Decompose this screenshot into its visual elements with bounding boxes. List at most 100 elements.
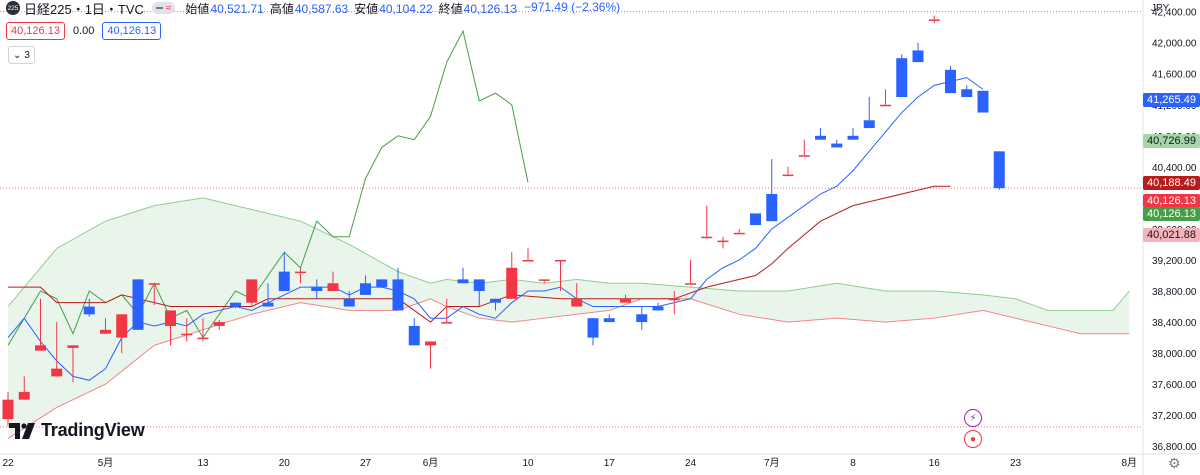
indicator-value-blue: 40,126.13 <box>102 22 162 40</box>
tradingview-logo[interactable]: TradingView <box>9 420 145 441</box>
cloud-segment <box>1015 298 1048 326</box>
indicator-value-zero: 0.00 <box>72 25 95 37</box>
candle-body <box>473 279 485 292</box>
close-value: 40,126.13 <box>463 1 518 16</box>
minimize-icon <box>155 7 163 9</box>
ohlc-values: 始値40,521.71 高値40,587.63 安値40,104.22 終値40… <box>185 0 620 17</box>
candle-body <box>327 283 339 292</box>
candle-body <box>441 322 453 324</box>
change-value: −971.49 (−2.36%) <box>524 0 621 14</box>
chevron-down-icon: ⌄ <box>13 49 22 61</box>
time-tick-label: 16 <box>929 458 941 469</box>
tradingview-logo-icon <box>9 422 35 439</box>
cloud-segment <box>788 283 837 323</box>
candle-body <box>213 322 225 326</box>
time-tick-label: 10 <box>522 458 534 469</box>
candle-body <box>51 368 63 377</box>
candle-body <box>928 19 940 21</box>
candle-body <box>685 283 696 285</box>
settings-gear-icon[interactable]: ⚙ <box>1168 455 1181 471</box>
cloud-segment <box>105 205 155 385</box>
time-tick-label: 17 <box>604 458 616 469</box>
price-tick-label: 37,600.00 <box>1152 380 1197 391</box>
candle-body <box>603 318 615 323</box>
high-value: 40,587.63 <box>294 1 349 16</box>
cloud-segment <box>934 291 983 319</box>
candle-body <box>457 279 469 284</box>
candle-body <box>652 306 664 311</box>
candle-body <box>538 279 550 281</box>
price-tag: 40,126.13 <box>1143 207 1200 222</box>
legend-toggle-pill[interactable]: ≈ <box>151 2 176 14</box>
currency-selector[interactable]: JPY <box>1151 2 1170 14</box>
candle-body <box>587 318 599 338</box>
time-tick-label: 8月 <box>1121 457 1137 469</box>
time-tick-label: 7月 <box>764 457 780 469</box>
candle-body <box>668 298 680 301</box>
record-icon[interactable]: ● <box>964 430 982 448</box>
cloud-segment <box>446 279 480 319</box>
price-tick-label: 40,400.00 <box>1152 163 1197 174</box>
candle-body <box>132 279 144 330</box>
symbol-legend: 225 日経225・1日・TVC ≈ 始値40,521.71 高値40,587.… <box>6 0 620 17</box>
logo-text: TradingView <box>41 420 145 440</box>
candle-body <box>766 194 778 222</box>
price-tick-label: 42,000.00 <box>1152 39 1197 50</box>
candle-body <box>246 279 258 303</box>
close-label: 終値 <box>438 1 463 16</box>
candle-body <box>782 174 794 177</box>
cloud-segment <box>56 221 106 408</box>
leading-span-a-line <box>7 197 1130 311</box>
candle-body <box>262 302 274 307</box>
collapse-count: 3 <box>24 49 30 61</box>
candle-body <box>993 151 1005 189</box>
candle-body <box>896 58 908 98</box>
price-tick-label: 39,200.00 <box>1152 256 1197 267</box>
price-tick-label: 38,800.00 <box>1152 287 1197 298</box>
time-tick-label: 13 <box>197 458 209 469</box>
cloud-segment <box>203 197 252 330</box>
candle-body <box>571 298 583 307</box>
candle-body <box>311 287 323 292</box>
cloud-segment <box>739 291 788 323</box>
candle-body <box>945 69 956 94</box>
candle-body <box>880 104 891 107</box>
candle-body <box>815 135 826 140</box>
price-tick-label: 38,000.00 <box>1152 349 1197 360</box>
cloud-segment <box>398 271 431 311</box>
candle-body <box>181 333 193 336</box>
time-tick-label: 23 <box>1010 458 1022 469</box>
open-value: 40,521.71 <box>210 1 264 16</box>
candle-body <box>278 271 290 292</box>
candle-body <box>506 267 518 299</box>
candle-body <box>18 391 30 400</box>
price-tick-label: 42,400.00 <box>1152 8 1197 19</box>
candle-body <box>961 89 973 98</box>
indicator-value-red: 40,126.13 <box>6 22 65 40</box>
price-tag: 40,126.13 <box>1143 194 1200 209</box>
time-tick-label: 22 <box>2 458 14 469</box>
time-tick-label: 27 <box>360 458 372 469</box>
candle-body <box>83 306 95 315</box>
wave-icon: ≈ <box>165 2 172 14</box>
symbol-name[interactable]: 日経225・1日・TVC <box>24 1 144 17</box>
candle-body <box>831 143 843 148</box>
open-label: 始値 <box>185 1 210 16</box>
candle-body <box>67 345 79 348</box>
price-tag: 41,265.49 <box>1143 92 1200 107</box>
price-tag: 40,188.49 <box>1143 176 1200 191</box>
collapse-indicators-button[interactable]: ⌄ 3 <box>8 46 35 64</box>
high-label: 高値 <box>269 1 294 16</box>
candle-body <box>148 283 160 285</box>
candle-body <box>376 279 388 288</box>
candle-body <box>116 314 128 338</box>
cloud-segment <box>300 221 350 311</box>
cloud-segment <box>154 197 203 346</box>
lightning-icon[interactable]: ⚡ <box>964 409 982 427</box>
candle-body <box>620 298 631 303</box>
candle-body <box>2 399 14 420</box>
candle-body <box>230 302 241 307</box>
price-tag: 40,726.99 <box>1143 134 1200 149</box>
cloud-segment <box>885 291 935 323</box>
